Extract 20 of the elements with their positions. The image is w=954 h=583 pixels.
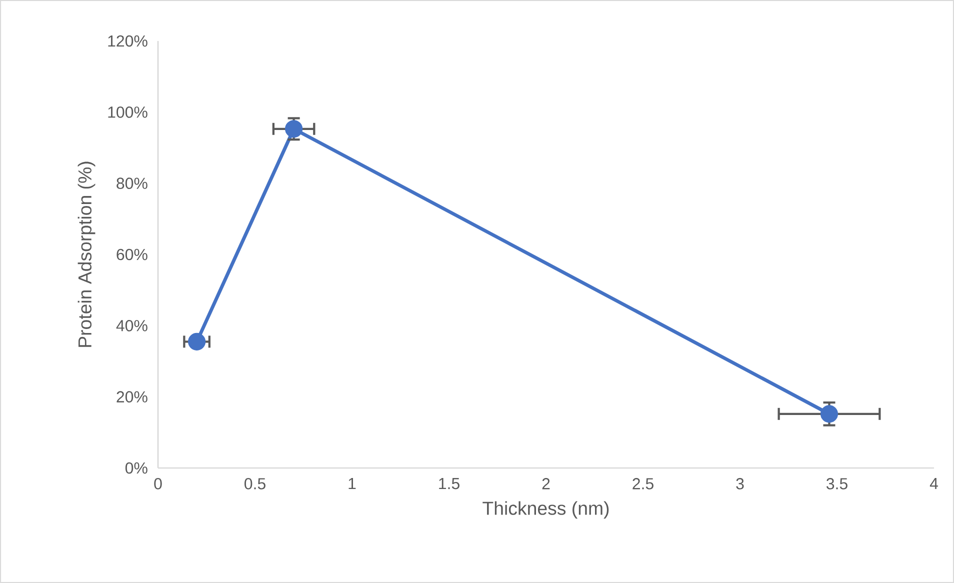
x-tick-label: 1.5 <box>439 478 460 490</box>
x-tick-label: 3 <box>736 478 744 490</box>
x-tick-label: 1 <box>348 478 356 490</box>
y-axis-title: Protein Adsorption (%) <box>78 162 96 347</box>
y-tick-label: 0% <box>125 462 148 474</box>
x-axis-title: Thickness (nm) <box>482 501 609 519</box>
x-tick-label: 0 <box>154 478 162 490</box>
point <box>820 405 838 423</box>
y-tick-label: 80% <box>116 178 148 189</box>
y-tick-label: 60% <box>116 248 148 260</box>
x-tick-label: 2.5 <box>632 478 654 490</box>
x-tick-label: 0.5 <box>244 478 266 490</box>
y-tick-label: 120% <box>108 35 148 47</box>
y-tick-label: 20% <box>116 391 148 402</box>
point <box>188 332 206 350</box>
y-tick-label: 40% <box>116 320 148 332</box>
x-tick-label: 2 <box>542 478 550 490</box>
x-tick-label: 4 <box>930 478 938 490</box>
y-tick-label: 100% <box>108 106 148 118</box>
x-tick-label: 3.5 <box>826 478 848 490</box>
